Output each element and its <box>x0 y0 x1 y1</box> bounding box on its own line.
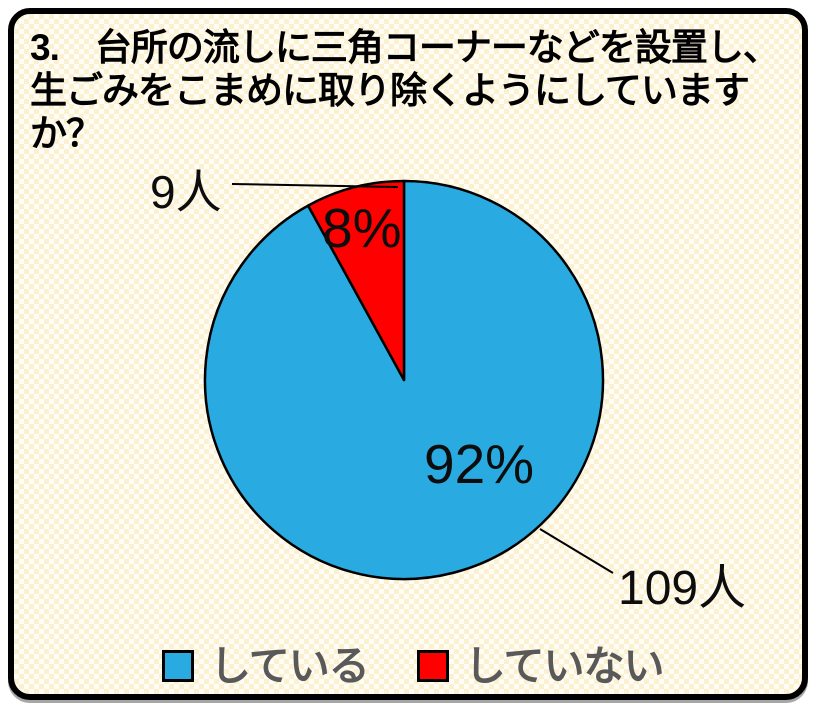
major-slice-count-label: 109人 <box>618 562 747 615</box>
chart-title-line-2: 生ごみをこまめに取り除くようにしています <box>30 70 750 111</box>
major-slice-percent-label: 92% <box>424 433 535 495</box>
minor-slice-percent-label: 8% <box>322 197 402 259</box>
legend-label-yes: している <box>210 642 370 689</box>
legend-swatch-no <box>416 650 449 682</box>
legend-item-no: していない <box>416 642 665 689</box>
legend: している していない <box>162 642 665 689</box>
leader-line-minor-slice <box>231 183 399 188</box>
leader-line-major-slice <box>539 528 614 574</box>
chart-title: 3. 台所の流しに三角コーナーなどを設置し、 生ごみをこまめに取り除くようにして… <box>30 26 790 155</box>
pie-wedges <box>203 179 605 581</box>
legend-item-yes: している <box>162 642 370 689</box>
legend-label-no: していない <box>464 642 665 689</box>
legend-swatch-yes <box>162 650 194 682</box>
chart-title-line-3: か？ <box>30 113 103 154</box>
chart-title-line-1: 3. 台所の流しに三角コーナーなどを設置し、 <box>30 27 780 68</box>
minor-slice-count-label: 9人 <box>150 166 222 218</box>
pie-slice-していない <box>306 179 406 382</box>
